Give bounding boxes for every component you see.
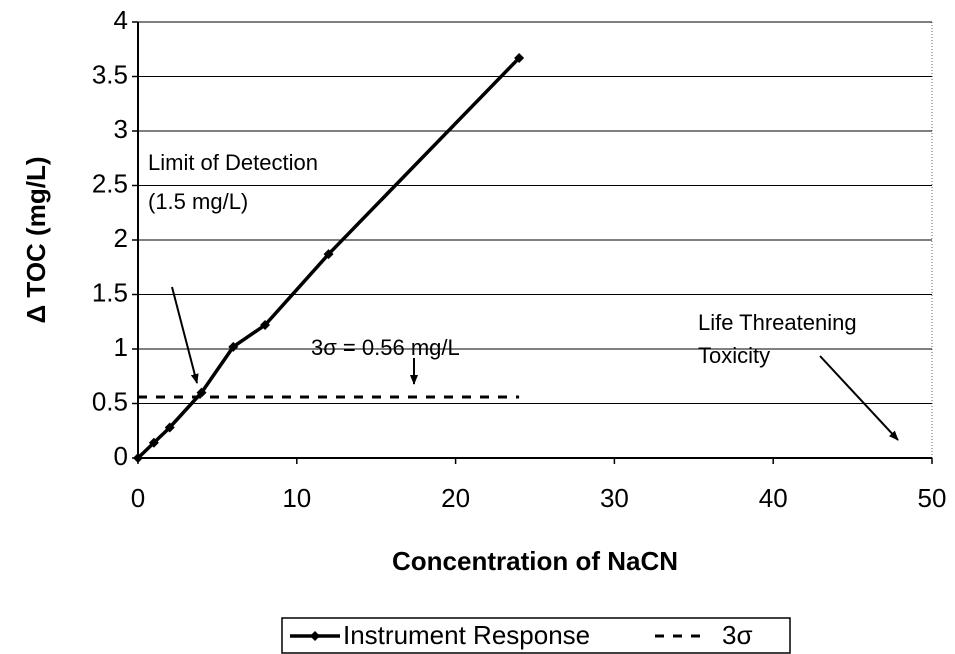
y-tick-label: 3 bbox=[114, 114, 128, 144]
x-axis-label: Concentration of NaCN bbox=[392, 546, 678, 576]
data-point bbox=[148, 437, 159, 448]
arrow bbox=[171, 286, 199, 384]
y-tick-label: 1 bbox=[114, 332, 128, 362]
legend-swatch bbox=[310, 631, 320, 641]
y-tick-label: 0 bbox=[114, 441, 128, 471]
data-point bbox=[323, 249, 334, 260]
x-tick-label: 10 bbox=[282, 483, 311, 513]
data-point bbox=[164, 422, 175, 433]
series-line bbox=[136, 56, 521, 460]
y-tick-label: 0.5 bbox=[92, 386, 128, 416]
annotation: Toxicity bbox=[698, 343, 770, 368]
annotation: 3σ = 0.56 mg/L bbox=[311, 335, 460, 360]
y-tick-label: 2.5 bbox=[92, 168, 128, 198]
data-point bbox=[260, 320, 271, 331]
data-point bbox=[514, 52, 525, 63]
data-point bbox=[196, 387, 207, 398]
y-tick-label: 2 bbox=[114, 223, 128, 253]
legend-box bbox=[281, 617, 791, 654]
annotation: (1.5 mg/L) bbox=[148, 189, 248, 214]
arrow bbox=[819, 355, 899, 441]
legend-label: Instrument Response bbox=[343, 620, 590, 650]
annotation: Limit of Detection bbox=[148, 150, 318, 175]
data-point bbox=[133, 453, 143, 463]
y-tick-label: 4 bbox=[114, 5, 128, 35]
y-axis-label: Δ TOC (mg/L) bbox=[21, 157, 51, 324]
legend-label: 3σ bbox=[722, 620, 753, 650]
x-tick-label: 40 bbox=[759, 483, 788, 513]
y-tick-label: 3.5 bbox=[92, 59, 128, 89]
x-tick-label: 50 bbox=[918, 483, 947, 513]
x-tick-label: 30 bbox=[600, 483, 629, 513]
data-point bbox=[228, 341, 239, 352]
y-tick-label: 1.5 bbox=[92, 277, 128, 307]
x-tick-label: 0 bbox=[131, 483, 145, 513]
annotation: Life Threatening bbox=[698, 310, 857, 335]
x-tick-label: 20 bbox=[441, 483, 470, 513]
